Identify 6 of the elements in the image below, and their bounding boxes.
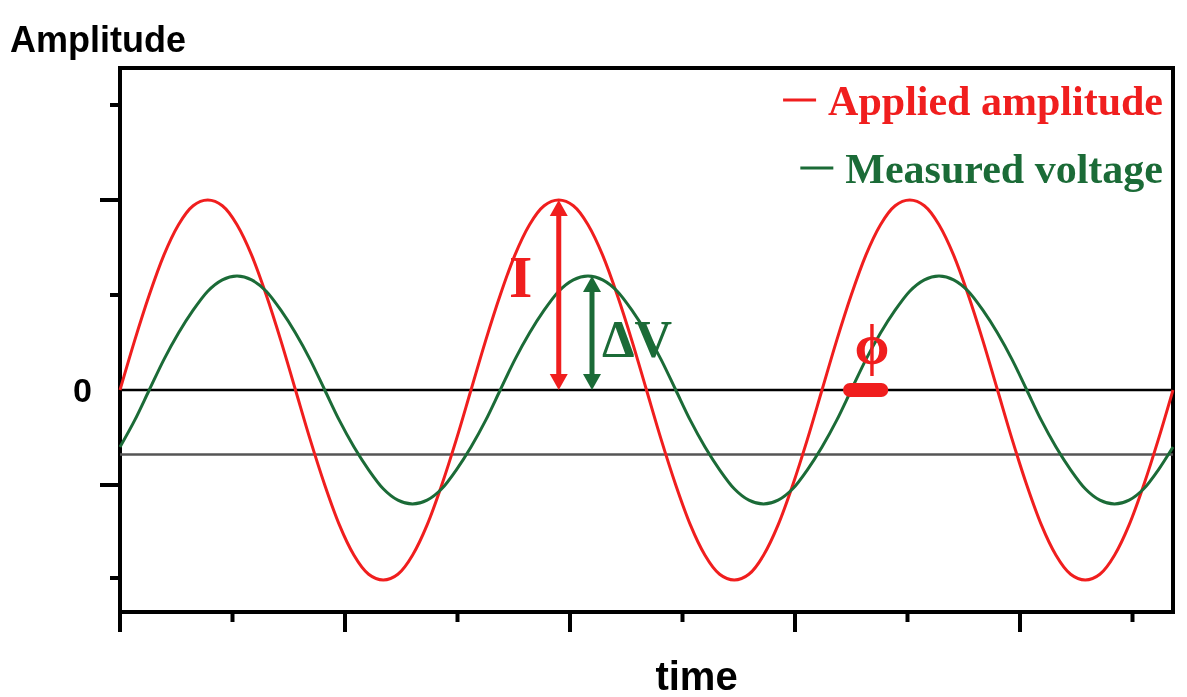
x-axis-title: time [655, 654, 738, 697]
y-axis-title: Amplitude [10, 19, 186, 60]
annotation: I [509, 244, 533, 310]
legend-label: Measured voltage [845, 145, 1163, 192]
legend-label: Applied amplitude [828, 77, 1163, 124]
ref-line-label: 0 [73, 370, 92, 409]
